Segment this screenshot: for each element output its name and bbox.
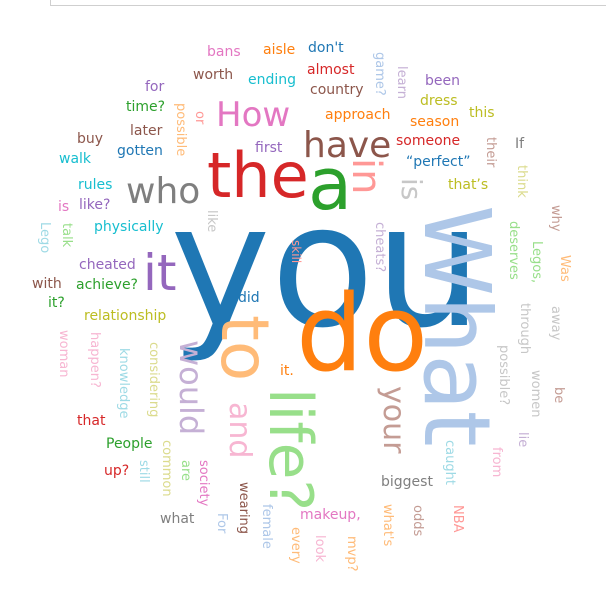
word-48: why (548, 205, 563, 232)
word-15: is (395, 178, 428, 200)
word-67: happen? (87, 332, 102, 388)
word-30: or (192, 111, 207, 125)
word-61: it? (48, 295, 65, 311)
word-41: walk (59, 151, 92, 167)
word-86: what (160, 511, 195, 527)
word-38: If (515, 136, 525, 152)
word-25: country (310, 82, 364, 98)
word-59: with (32, 276, 62, 292)
word-5: to (206, 315, 283, 381)
word-44: rules (78, 177, 112, 193)
word-76: People (106, 436, 153, 452)
word-84: biggest (381, 474, 433, 490)
word-80: up? (104, 463, 129, 479)
word-54: deserves (506, 221, 521, 280)
word-85: wearing (236, 482, 251, 534)
word-79: from (489, 447, 504, 477)
word-40: first (255, 140, 283, 156)
word-77: common (159, 440, 174, 497)
word-72: women (528, 370, 543, 418)
word-46: is (58, 199, 69, 215)
word-14: your (376, 386, 411, 454)
word-74: that (77, 413, 106, 429)
word-81: still (136, 460, 151, 483)
word-23: ending (248, 72, 296, 88)
word-71: possible? (496, 345, 511, 405)
word-83: society (196, 460, 211, 507)
word-45: that’s (448, 177, 488, 193)
word-6: life? (255, 388, 325, 511)
word-26: dress (420, 93, 458, 109)
word-62: did (238, 290, 260, 306)
word-52: physically (94, 219, 164, 235)
word-64: relationship (84, 308, 166, 324)
word-88: female (259, 504, 274, 549)
word-93: every (288, 527, 303, 564)
word-27: for (145, 79, 164, 95)
word-92: NBA (450, 505, 465, 533)
word-91: odds (410, 505, 425, 536)
word-51: Lego (37, 222, 52, 253)
word-34: buy (77, 131, 103, 147)
word-90: what's (380, 504, 395, 547)
word-11: in (343, 158, 389, 194)
word-16: bans (207, 44, 241, 60)
word-10: who (126, 171, 200, 212)
word-56: Was (557, 255, 572, 282)
word-50: like (204, 210, 219, 232)
word-19: game? (372, 52, 387, 96)
frame-edge (50, 0, 606, 6)
word-9: How (216, 95, 290, 135)
word-1: What (403, 205, 510, 447)
word-29: possible (173, 103, 188, 156)
word-68: knowledge (116, 348, 131, 418)
word-24: almost (307, 62, 355, 78)
word-2: do (296, 272, 428, 395)
word-3: a (308, 142, 352, 226)
word-37: their (483, 137, 498, 168)
word-13: and (222, 402, 257, 458)
word-49: talk (59, 223, 74, 248)
word-73: be (551, 387, 566, 403)
word-4: the (207, 139, 309, 212)
word-58: cheated (79, 257, 136, 273)
word-7: it (143, 244, 177, 302)
word-20: learn (394, 66, 409, 99)
word-8: have (303, 125, 391, 166)
word-42: “perfect” (406, 154, 471, 170)
word-36: someone (396, 133, 460, 149)
word-0: you (170, 168, 482, 366)
word-31: approach (325, 107, 391, 123)
word-28: time? (126, 99, 165, 115)
word-65: through (517, 303, 532, 354)
word-78: caught (442, 440, 457, 485)
word-32: this (469, 105, 495, 121)
word-87: For (214, 513, 229, 534)
word-53: cheats? (372, 222, 387, 272)
word-43: think (514, 165, 529, 198)
word-12: would (172, 340, 210, 435)
word-21: been (425, 73, 460, 89)
word-63: away (548, 306, 563, 341)
word-33: season (410, 114, 459, 130)
word-57: skill (289, 240, 303, 263)
word-70: it. (280, 363, 294, 379)
word-94: look (312, 535, 327, 563)
word-69: considering (146, 342, 161, 417)
word-18: don't (308, 40, 344, 56)
word-35: later (130, 123, 163, 139)
word-17: aisle (263, 42, 295, 58)
word-82: are (178, 460, 193, 481)
word-55: Legos, (529, 241, 544, 283)
word-95: mvp? (344, 536, 359, 572)
word-89: makeup, (300, 507, 361, 523)
word-22: worth (193, 67, 233, 83)
word-47: like? (79, 197, 110, 213)
word-39: gotten (117, 143, 163, 159)
word-75: lie (515, 432, 530, 447)
word-66: woman (56, 330, 71, 377)
word-60: achieve? (76, 277, 138, 293)
